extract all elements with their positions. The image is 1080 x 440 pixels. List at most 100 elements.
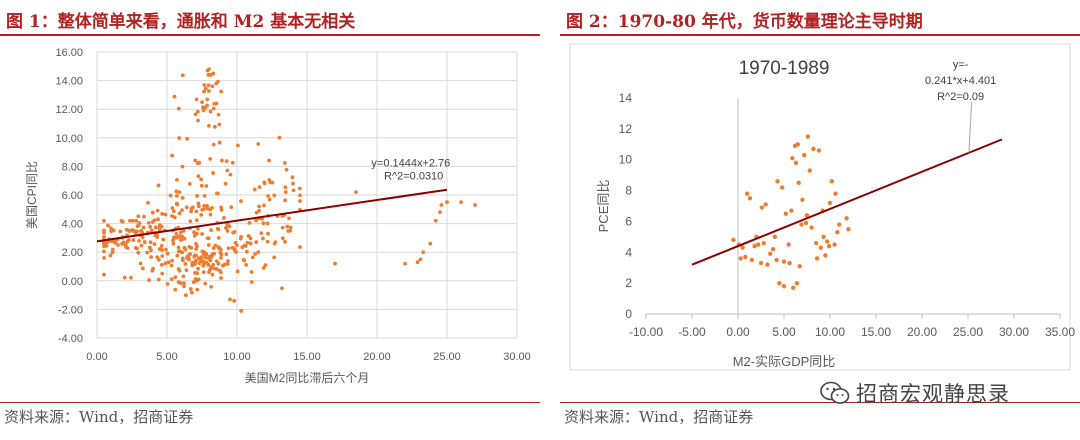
data-point — [203, 86, 208, 91]
data-point — [297, 186, 302, 191]
data-point — [205, 97, 210, 102]
data-point — [272, 241, 277, 246]
x-tick-label: 20.00 — [363, 351, 391, 363]
data-point — [196, 226, 200, 231]
data-point — [291, 181, 295, 186]
data-point — [193, 112, 198, 117]
x-tick-label: 25.00 — [433, 351, 461, 363]
data-point — [846, 226, 851, 232]
y-tick-label: 2 — [625, 276, 632, 290]
data-point — [196, 204, 201, 209]
data-point — [197, 261, 202, 266]
data-point — [128, 218, 132, 223]
data-point — [195, 287, 200, 292]
data-point — [232, 230, 237, 234]
data-point — [224, 226, 228, 231]
data-point — [811, 146, 816, 152]
data-point — [211, 142, 216, 147]
data-point — [248, 241, 253, 246]
data-point — [261, 236, 265, 241]
data-point — [174, 189, 179, 194]
data-point — [745, 191, 750, 196]
data-point — [177, 190, 182, 194]
data-point — [113, 240, 118, 245]
data-point — [192, 230, 196, 235]
data-point — [266, 194, 270, 198]
data-point — [752, 243, 757, 249]
data-point — [214, 191, 219, 196]
data-point — [223, 181, 228, 186]
data-point — [781, 259, 787, 264]
data-point — [438, 210, 442, 215]
data-point — [110, 239, 115, 244]
data-point — [172, 215, 177, 220]
data-point — [102, 272, 106, 277]
data-point — [104, 243, 109, 248]
data-point — [185, 136, 189, 141]
data-point — [202, 83, 207, 87]
data-point — [219, 276, 223, 280]
data-point — [152, 242, 157, 247]
data-point — [140, 235, 145, 240]
data-point — [209, 284, 213, 289]
data-point — [160, 271, 165, 276]
data-point — [774, 257, 779, 263]
data-point — [199, 177, 204, 182]
data-point — [768, 251, 773, 257]
data-point — [180, 208, 184, 213]
data-point — [176, 106, 181, 111]
data-point — [814, 256, 820, 261]
trendline-r2: R^2=0.09 — [937, 91, 984, 103]
data-point — [214, 267, 219, 271]
data-point — [146, 201, 150, 205]
data-point — [171, 209, 176, 214]
data-point — [160, 254, 165, 258]
data-point — [777, 280, 782, 286]
data-point — [182, 245, 187, 250]
data-point — [214, 81, 219, 86]
figure-1-panel: 图 1：整体简单来看，通胀和 M2 基本无相关 -4.00 -2.00 0.00 2.… — [0, 12, 540, 426]
data-point — [110, 247, 115, 252]
annotation-leader-line — [968, 101, 973, 153]
data-point — [142, 214, 146, 219]
data-point — [156, 183, 161, 188]
data-point — [283, 190, 288, 194]
data-point — [225, 262, 230, 266]
data-point — [156, 277, 161, 282]
data-point — [176, 267, 181, 271]
data-point — [123, 243, 128, 248]
data-point — [194, 209, 199, 214]
data-point — [807, 168, 812, 173]
data-point — [285, 224, 290, 229]
data-point — [190, 263, 195, 268]
data-point — [770, 247, 776, 252]
data-point — [228, 172, 233, 177]
data-point — [284, 167, 289, 172]
data-point — [265, 221, 270, 226]
data-point — [333, 261, 337, 266]
data-point — [229, 205, 234, 210]
data-point — [206, 123, 211, 128]
data-point — [421, 250, 426, 255]
data-point — [180, 258, 185, 263]
data-point — [173, 287, 178, 292]
data-point — [152, 218, 157, 223]
chart-1-svg: -4.00 -2.00 0.00 2.00 4.00 6.00 8.00 10.00 12.00… — [25, 47, 531, 385]
data-point — [194, 97, 199, 102]
wechat-icon — [820, 381, 850, 404]
data-point — [445, 200, 449, 205]
data-point — [188, 219, 193, 224]
data-point — [155, 255, 160, 260]
data-point — [218, 250, 223, 255]
y-tick-label: 4.00 — [62, 219, 83, 231]
data-point — [134, 218, 139, 223]
data-point — [196, 174, 201, 179]
figure-1-source: 资料来源：Wind，招商证券 — [4, 408, 194, 426]
x-axis-label: 美国M2同比滞后六个月 — [245, 371, 370, 385]
data-point — [783, 211, 789, 216]
y-tick-label: 14.00 — [55, 76, 83, 88]
data-point — [265, 239, 270, 244]
x-tick-label: 25.00 — [953, 325, 983, 339]
data-point — [202, 203, 207, 208]
data-point — [254, 218, 258, 223]
